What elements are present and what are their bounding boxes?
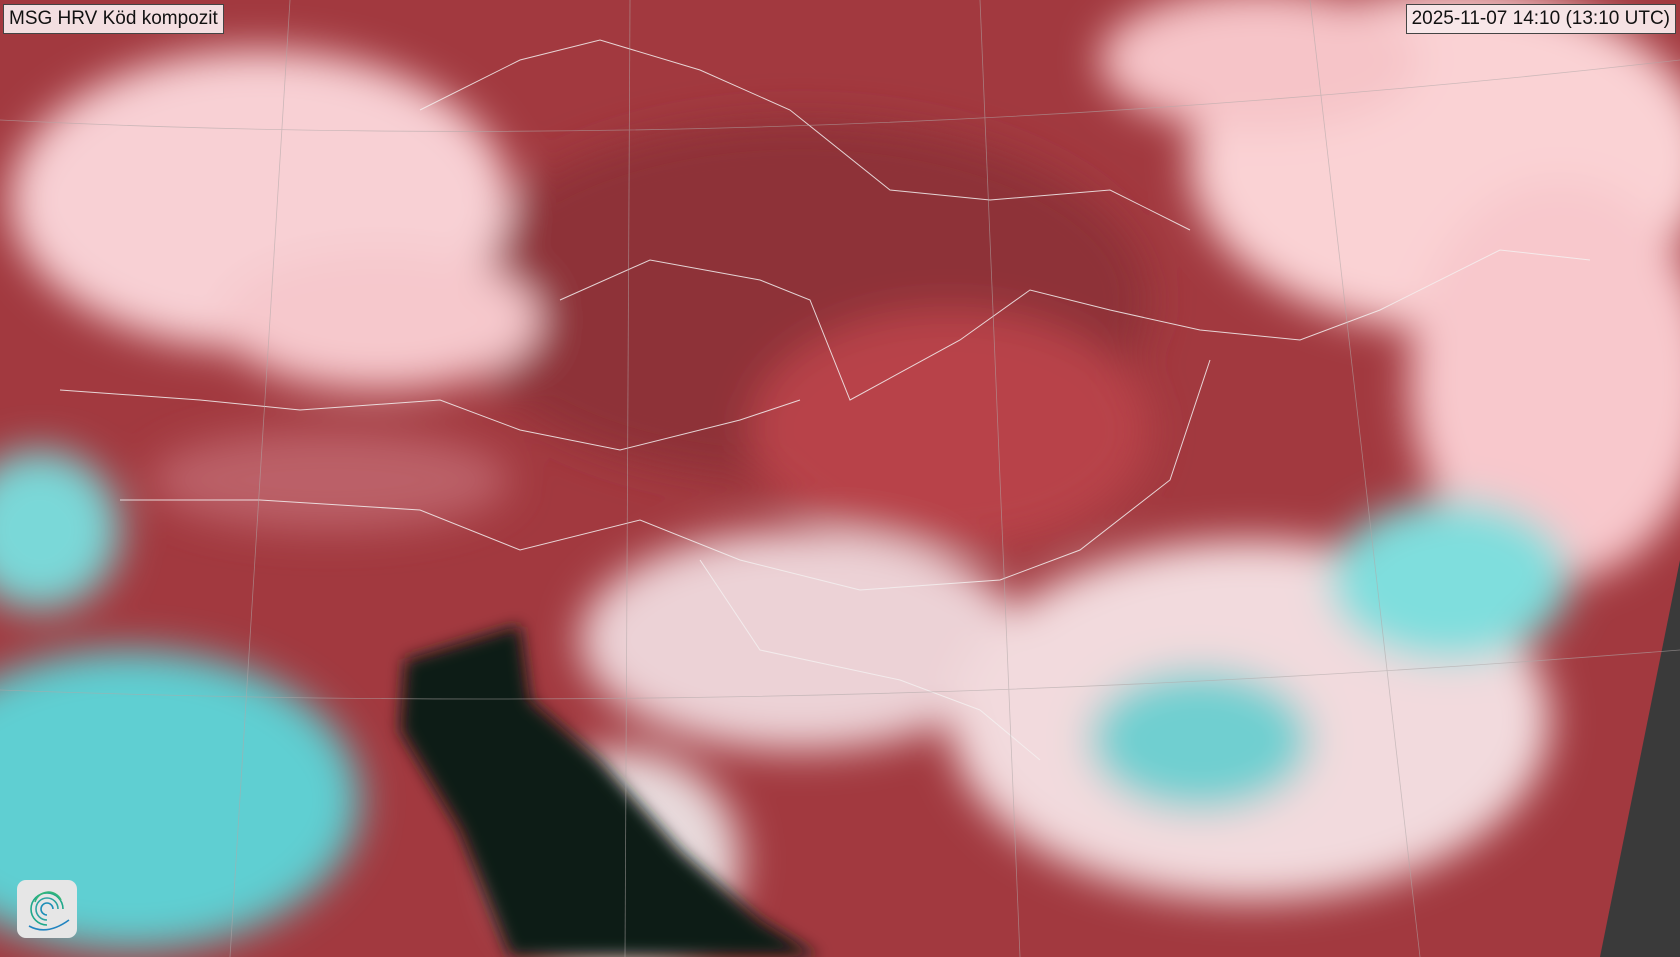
adriatic-sea (400, 625, 820, 957)
timestamp-label: 2025-11-07 14:10 (13:10 UTC) (1405, 4, 1676, 34)
borders (59, 39, 1591, 761)
no-data-area (1600, 560, 1680, 957)
product-title: MSG HRV Köd kompozit (3, 4, 224, 34)
swirl-logo-icon[interactable] (17, 880, 77, 938)
